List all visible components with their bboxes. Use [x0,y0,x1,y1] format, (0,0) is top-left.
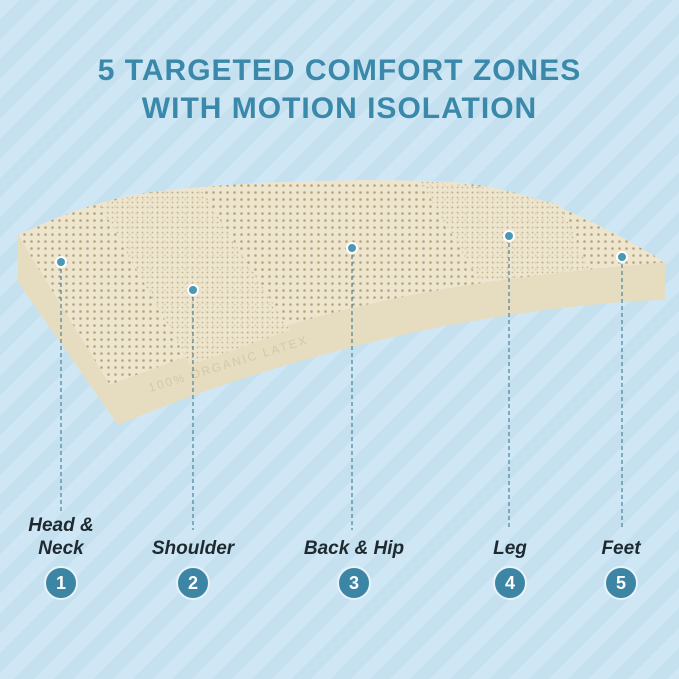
marker-dot-3 [346,242,358,254]
zone-number-badge: 2 [176,566,210,600]
zone-label: Feet [601,538,641,559]
leader-lines [60,236,623,530]
zone-feet: Feet 5 [561,537,679,600]
marker-dot-5 [616,251,628,263]
zone-shoulder: Shoulder 2 [133,537,253,600]
zone-head-neck: Head & Neck 1 [1,514,121,600]
marker-dot-1 [55,256,67,268]
zone-leg: Leg 4 [450,537,570,600]
title-line-1: 5 TARGETED COMFORT ZONES [97,54,582,87]
zone-number-badge: 3 [337,566,371,600]
marker-dot-2 [187,284,199,296]
marker-dot-4 [503,230,515,242]
zone-label: Shoulder [151,538,235,559]
zone-back-hip: Back & Hip 3 [294,537,414,600]
zone-label: Back & Hip [303,538,405,559]
zone-label: Head & [28,515,94,536]
title-line-2: WITH MOTION ISOLATION [141,92,538,125]
zone-number-badge: 4 [493,566,527,600]
zone-number-badge: 1 [44,566,78,600]
zone-number-badge: 5 [604,566,638,600]
zone-label-2: Neck [38,538,84,559]
page-title: 5 TARGETED COMFORT ZONES WITH MOTION ISO… [0,52,679,128]
zone-label: Leg [493,538,527,559]
mattress-side [18,235,665,425]
